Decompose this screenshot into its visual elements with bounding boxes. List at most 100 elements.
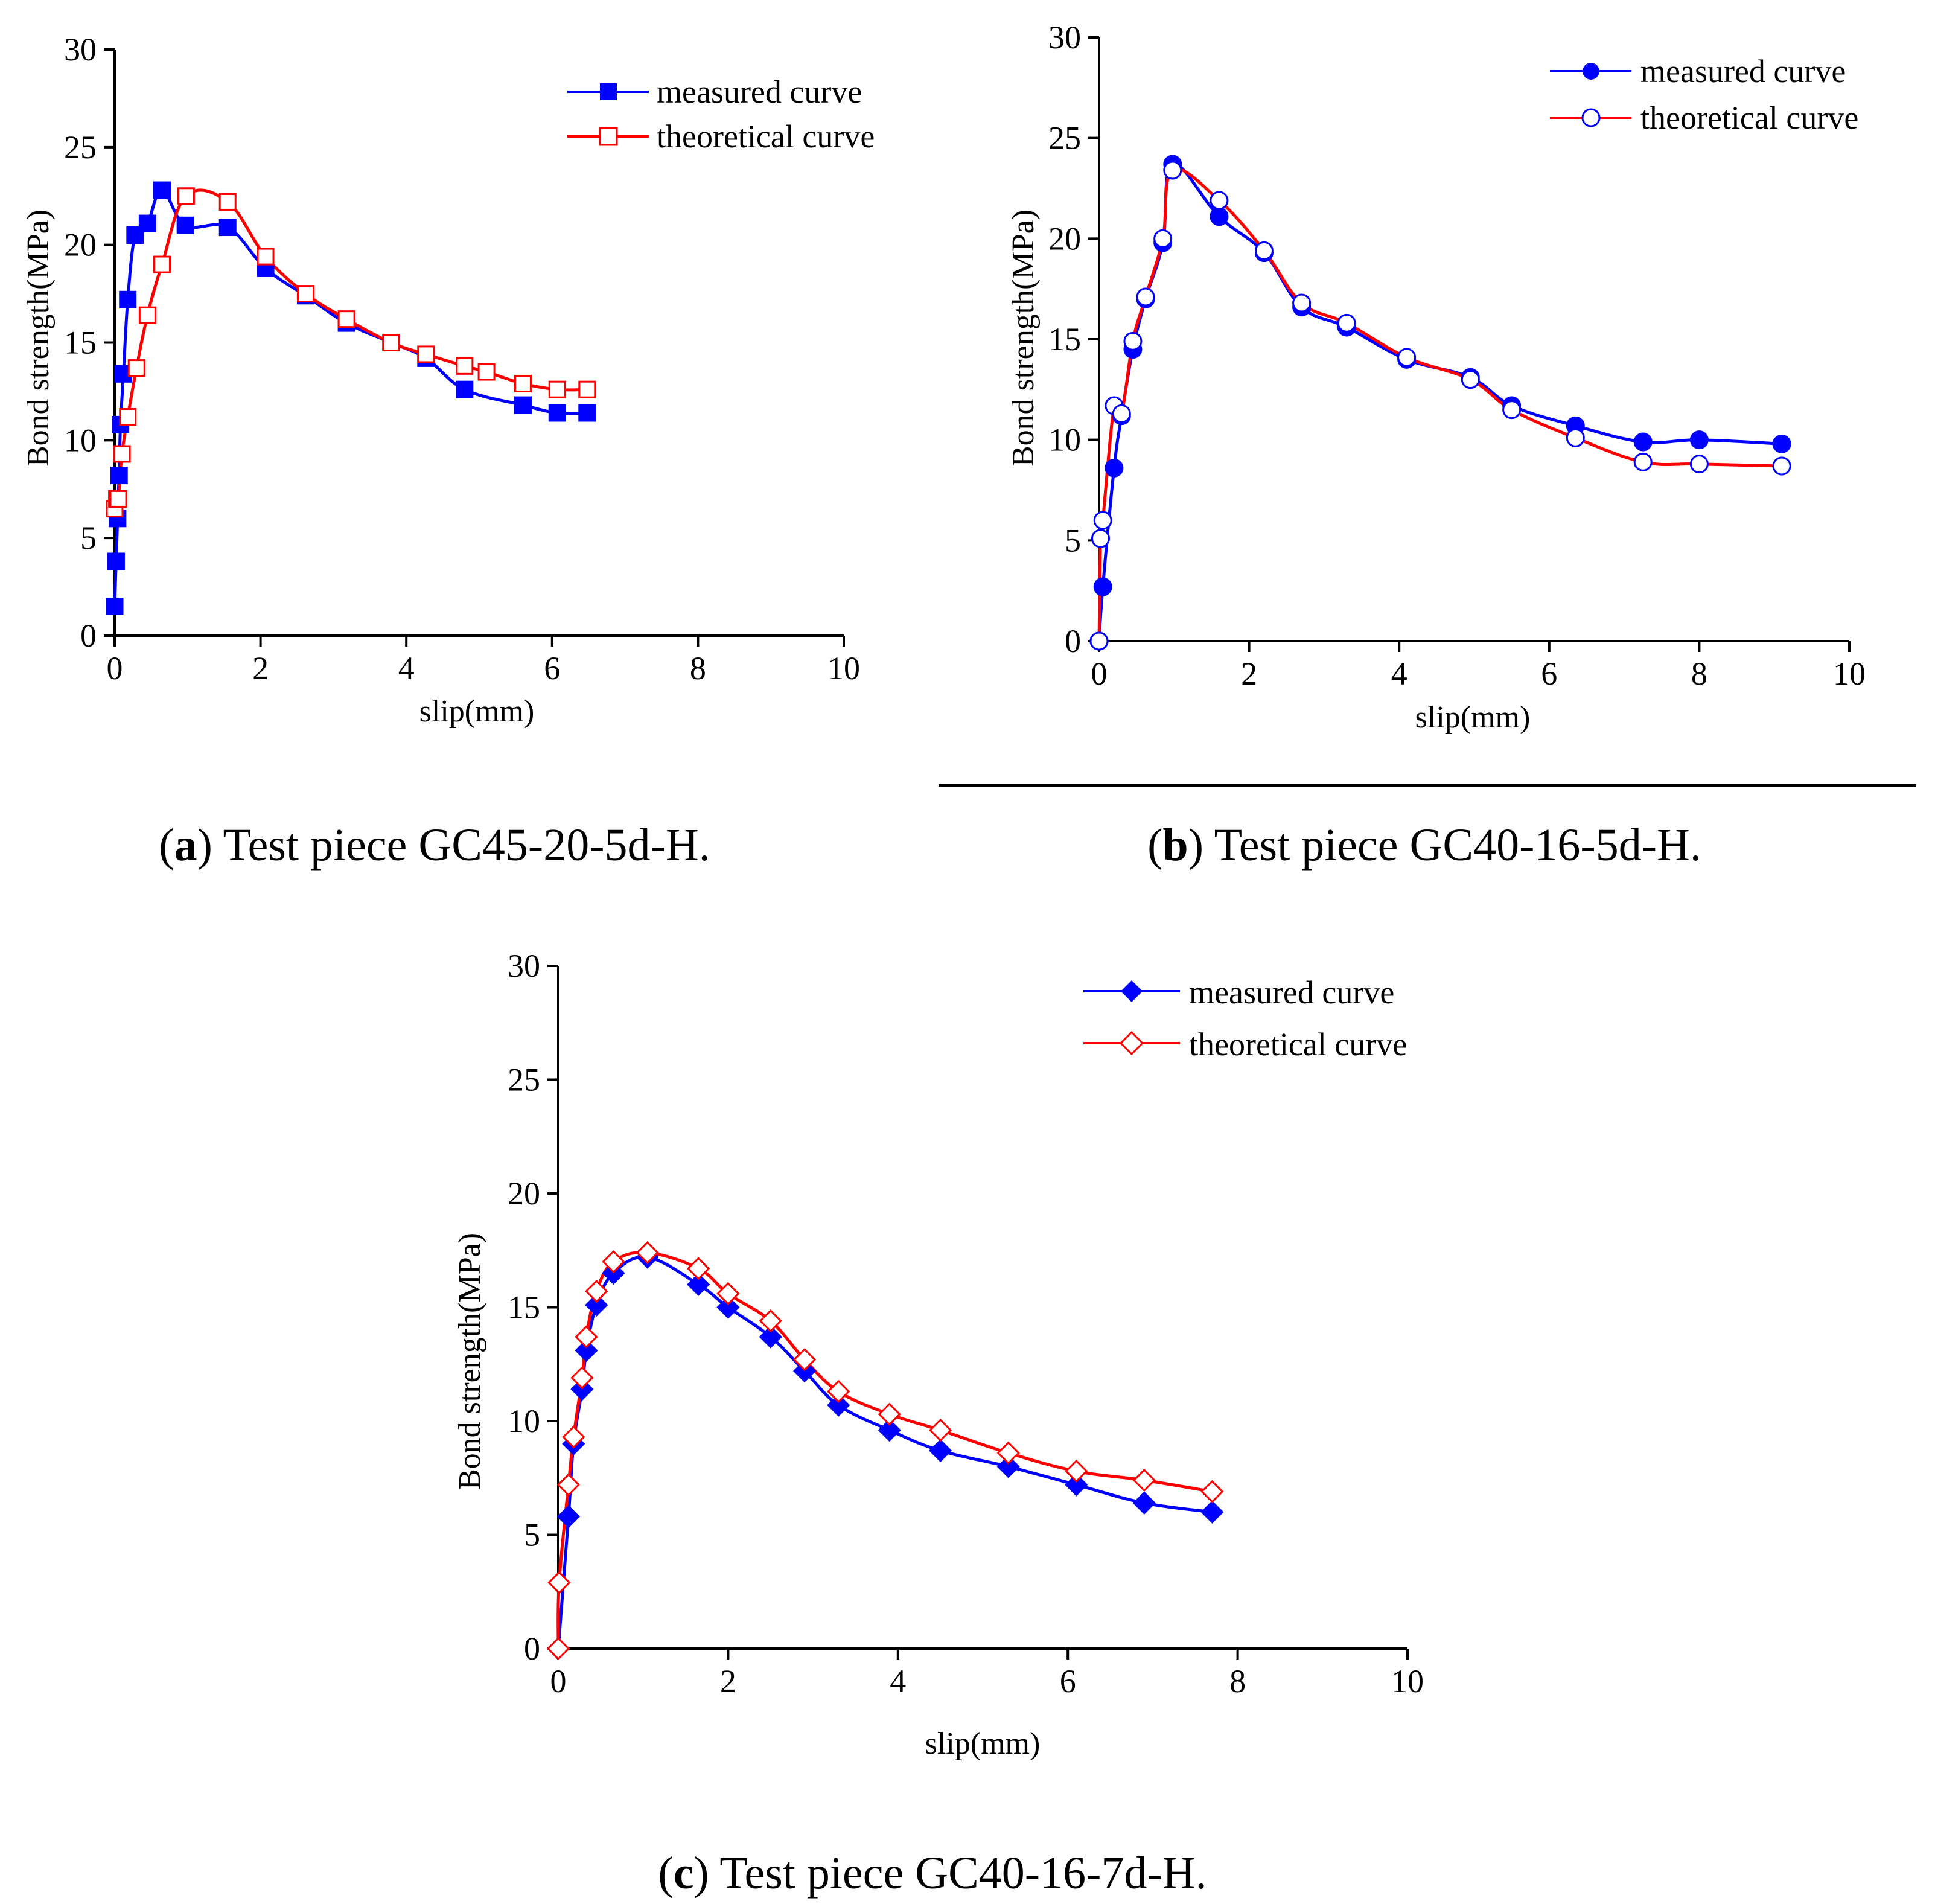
data-point-theoretical xyxy=(1254,241,1274,260)
y-tick-label: 25 xyxy=(1048,120,1081,156)
data-point-measured xyxy=(514,396,532,414)
legend-marker-theoretical-b xyxy=(1581,108,1601,127)
y-axis-title-b: Bond strength(MPa) xyxy=(1006,209,1041,467)
y-tick-label: 25 xyxy=(64,129,97,165)
data-point-measured xyxy=(1105,458,1124,478)
y-tick-label: 20 xyxy=(64,227,97,263)
data-point-theoretical xyxy=(1093,511,1112,530)
data-point-theoretical xyxy=(1200,1480,1224,1503)
x-tick-label: 10 xyxy=(827,650,860,686)
data-point-theoretical xyxy=(546,1637,570,1661)
series-line-theoretical-b xyxy=(1097,167,1782,642)
data-point-measured xyxy=(759,1325,782,1349)
y-tick-label: 30 xyxy=(508,948,540,984)
series-layer-b xyxy=(1089,155,1791,651)
data-point-measured xyxy=(1132,1491,1156,1515)
y-tick-label: 15 xyxy=(64,325,97,361)
x-tick-label: 10 xyxy=(1833,656,1866,692)
y-tick-label: 10 xyxy=(64,422,97,458)
data-point-measured xyxy=(1065,1473,1088,1497)
data-point-measured xyxy=(556,1505,581,1529)
data-point-theoretical xyxy=(1772,456,1791,476)
x-tick-label: 2 xyxy=(1241,656,1257,692)
data-point-theoretical xyxy=(1566,428,1585,447)
data-point-theoretical xyxy=(716,1282,740,1306)
data-point-theoretical xyxy=(1210,191,1229,210)
data-point-theoretical xyxy=(1065,1459,1088,1483)
data-point-measured xyxy=(1200,1500,1224,1524)
data-point-theoretical xyxy=(257,248,275,266)
data-point-measured xyxy=(107,552,125,570)
x-axis-title-b: slip(mm) xyxy=(1415,700,1531,735)
legend-label-theoretical-b: theoretical curve xyxy=(1640,100,1858,136)
data-point-theoretical xyxy=(759,1309,782,1333)
series-points-theoretical-b xyxy=(1089,161,1791,651)
caption-label-b: b xyxy=(1162,820,1188,871)
series-line-theoretical-a xyxy=(113,188,587,510)
caption-text-a: Test piece GC45-20-5d-H. xyxy=(212,820,710,871)
data-point-theoretical xyxy=(337,310,355,328)
x-tick-label: 8 xyxy=(690,650,706,686)
y-tick-label: 25 xyxy=(508,1062,540,1098)
data-point-measured xyxy=(575,1339,598,1363)
data-point-measured xyxy=(1772,434,1791,453)
data-point-theoretical xyxy=(153,255,171,273)
data-point-theoretical xyxy=(1091,529,1110,548)
data-point-theoretical xyxy=(1689,455,1709,474)
data-point-theoretical xyxy=(296,285,314,303)
caption-label-a: a xyxy=(174,820,197,871)
series-line-measured-b xyxy=(1097,162,1782,642)
series-points-measured-b xyxy=(1089,155,1791,651)
data-point-theoretical xyxy=(1337,313,1356,333)
x-tick-label: 0 xyxy=(107,650,123,686)
y-tick-label: 20 xyxy=(508,1175,540,1212)
y-tick-label: 30 xyxy=(1048,19,1081,56)
data-point-theoretical xyxy=(687,1257,710,1280)
y-tick-label: 0 xyxy=(1065,623,1081,659)
data-point-theoretical xyxy=(929,1418,952,1442)
x-tick-label: 6 xyxy=(1060,1663,1076,1699)
legend-marker-measured-c xyxy=(1121,980,1143,1002)
data-point-theoretical xyxy=(109,490,127,508)
x-tick-label: 4 xyxy=(890,1663,906,1699)
data-point-theoretical xyxy=(456,357,474,375)
legend-marker-theoretical-a xyxy=(599,127,618,146)
series-layer-a xyxy=(106,181,596,615)
data-point-theoretical xyxy=(1163,161,1182,180)
data-point-measured xyxy=(687,1273,710,1296)
y-ticks-c: 0 5 10 15 20 25 30 xyxy=(508,948,558,1667)
data-point-measured xyxy=(1093,577,1112,596)
data-point-theoretical xyxy=(138,306,156,324)
data-point-measured xyxy=(996,1455,1020,1478)
legend-label-measured-b: measured curve xyxy=(1640,53,1846,89)
y-tick-label: 20 xyxy=(1048,220,1081,257)
data-point-theoretical xyxy=(417,345,435,363)
data-point-measured xyxy=(138,214,156,232)
chart-panel-b: 0 2 4 6 8 10 0 5 10 15 20 25 30 slip(mm) Bond stren… xyxy=(939,19,1916,871)
data-point-measured xyxy=(585,1293,608,1317)
y-tick-label: 15 xyxy=(508,1289,540,1326)
y-tick-label: 10 xyxy=(1048,422,1081,458)
data-point-measured xyxy=(119,290,137,308)
legend-b: measured curve theoretical curve xyxy=(1550,53,1858,136)
y-tick-label: 5 xyxy=(80,520,97,556)
data-point-theoretical xyxy=(578,380,596,398)
series-points-theoretical-c xyxy=(546,1241,1224,1661)
legend-a: measured curve theoretical curve xyxy=(567,74,875,155)
data-point-measured xyxy=(578,404,596,422)
data-point-theoretical xyxy=(1136,287,1155,307)
data-point-measured xyxy=(548,404,566,422)
data-point-theoretical xyxy=(556,1473,581,1497)
data-point-theoretical xyxy=(119,407,137,426)
data-point-theoretical xyxy=(878,1402,901,1426)
x-ticks-a: 0 2 4 6 8 10 xyxy=(107,636,860,686)
y-tick-label: 5 xyxy=(524,1517,540,1553)
x-tick-label: 8 xyxy=(1691,656,1707,692)
plot-area-c xyxy=(557,966,1407,1650)
data-point-theoretical xyxy=(127,359,145,377)
x-tick-label: 2 xyxy=(252,650,269,686)
series-points-theoretical-a xyxy=(106,187,596,518)
data-point-measured xyxy=(827,1393,850,1417)
legend-marker-theoretical-c xyxy=(1119,1030,1144,1056)
legend-label-measured-a: measured curve xyxy=(657,74,862,110)
